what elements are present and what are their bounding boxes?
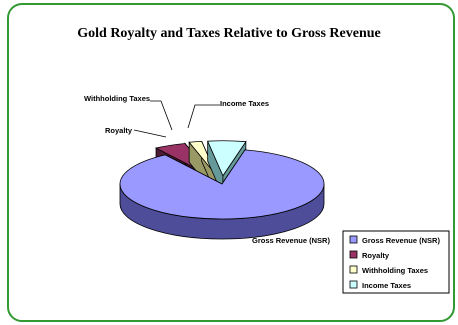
legend-label: Royalty	[362, 251, 390, 260]
slice-top	[119, 149, 325, 220]
slice-label: Income Taxes	[220, 99, 269, 108]
slice-label: Gross Revenue (NSR)	[252, 236, 330, 245]
legend-label: Gross Revenue (NSR)	[362, 236, 440, 245]
chart-title: Gold Royalty and Taxes Relative to Gross…	[77, 26, 380, 41]
legend-swatch	[349, 235, 358, 244]
slice-label: Withholding Taxes	[84, 94, 150, 103]
legend-label: Withholding Taxes	[362, 266, 428, 275]
slice-label: Royalty	[105, 126, 133, 135]
slice-labels: Gross Revenue (NSR) Royalty Withholding Ta…	[84, 94, 330, 245]
leader-line	[187, 104, 220, 129]
legend-swatch	[349, 265, 358, 274]
pie-chart	[119, 140, 325, 240]
legend-label: Income Taxes	[362, 281, 411, 290]
leader-line	[133, 129, 167, 138]
legend-swatch	[349, 250, 358, 259]
leader-line	[150, 100, 173, 131]
legend: Gross Revenue (NSR) Royalty Withholding Ta…	[342, 230, 450, 294]
legend-swatch	[349, 280, 358, 289]
slice-top	[207, 140, 247, 177]
pie-slice-gross-revenue-nsr	[119, 148, 325, 240]
legend-box	[342, 230, 450, 294]
